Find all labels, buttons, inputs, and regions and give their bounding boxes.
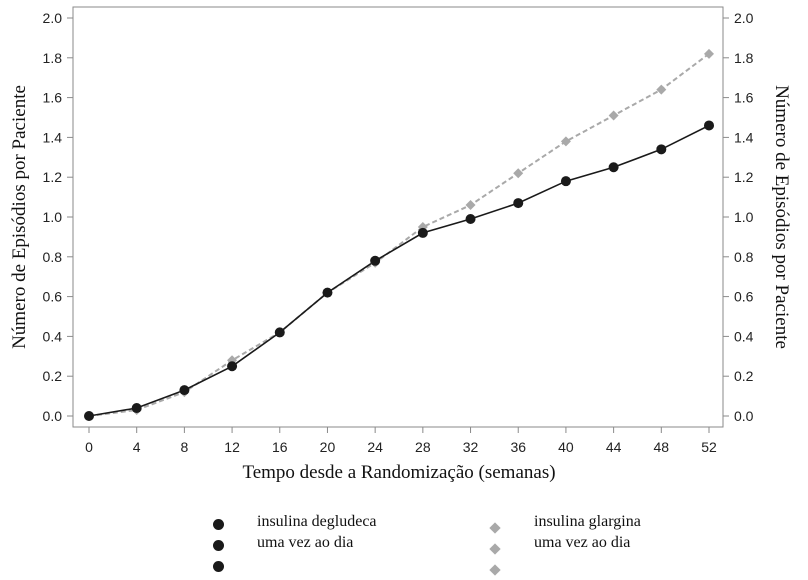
legend-label-degludeca-line2: uma vez ao dia <box>257 534 354 551</box>
x-tick-label: 28 <box>415 439 431 455</box>
x-tick-label: 0 <box>85 439 93 455</box>
data-point-degludeca <box>704 120 714 131</box>
x-tick-label: 4 <box>133 439 141 455</box>
y-tick-label-right: 1.8 <box>734 50 754 66</box>
y-tick-label-left: 1.0 <box>43 209 63 225</box>
y-tick-label-left: 1.6 <box>43 90 63 106</box>
data-point-degludeca <box>179 385 190 396</box>
data-point-glargina <box>465 200 476 211</box>
series-line-glargina <box>88 53 710 417</box>
y-tick-label-right: 0.8 <box>734 249 754 265</box>
y-tick-label-right: 0.4 <box>734 328 754 344</box>
y-tick-label-left: 0.0 <box>43 408 63 424</box>
data-point-glargina <box>656 84 667 95</box>
data-point-degludeca <box>84 411 94 421</box>
y-tick-label-left: 1.8 <box>43 50 63 66</box>
data-point-glargina <box>704 48 714 59</box>
data-point-degludeca <box>370 255 381 266</box>
y-tick-label-right: 1.4 <box>734 129 754 145</box>
y-tick-label-right: 1.6 <box>734 90 754 106</box>
x-tick-label: 32 <box>463 439 479 455</box>
data-point-degludeca <box>131 403 142 414</box>
data-point-glargina <box>608 110 619 121</box>
x-tick-label: 20 <box>320 439 336 455</box>
x-axis-title: Tempo desde a Randomização (semanas) <box>242 462 555 483</box>
data-point-degludeca <box>656 144 667 155</box>
x-tick-label: 52 <box>701 439 717 455</box>
y-tick-label-left: 0.2 <box>43 368 63 384</box>
x-tick-label: 8 <box>180 439 188 455</box>
legend-label-glargina-line2: uma vez ao dia <box>534 534 631 551</box>
y-tick-label-left: 1.2 <box>43 169 63 185</box>
x-tick-label: 48 <box>654 439 670 455</box>
series-line-degludeca <box>88 124 710 417</box>
y-tick-label-right: 1.0 <box>734 209 754 225</box>
data-point-glargina <box>513 168 524 179</box>
data-point-degludeca <box>227 361 238 372</box>
y-axis-title-left: Número de Episódios por Paciente <box>9 85 30 349</box>
y-tick-label-right: 0.0 <box>734 408 754 424</box>
y-tick-label-right: 0.6 <box>734 289 754 305</box>
y-tick-label-left: 0.4 <box>43 328 63 344</box>
x-tick-label: 16 <box>272 439 288 455</box>
legend-marker-diamonds <box>489 517 505 580</box>
x-tick-label: 40 <box>558 439 574 455</box>
data-point-degludeca <box>322 287 333 298</box>
data-point-degludeca <box>608 162 619 173</box>
y-axis-title-right: Número de Episódios por Paciente <box>771 85 792 349</box>
data-point-degludeca <box>465 213 476 224</box>
legend-label-glargina-line1: insulina glargina <box>534 513 641 530</box>
x-tick-label: 12 <box>224 439 240 455</box>
data-point-degludeca <box>560 176 571 187</box>
legend-label-degludeca-line1: insulina degludeca <box>257 513 377 530</box>
x-tick-label: 44 <box>606 439 622 455</box>
data-point-degludeca <box>274 327 285 338</box>
data-point-degludeca <box>513 198 524 209</box>
legend-marker-circles <box>213 515 227 578</box>
x-tick-label: 36 <box>510 439 526 455</box>
y-tick-label-right: 1.2 <box>734 169 754 185</box>
y-tick-label-left: 1.4 <box>43 129 63 145</box>
y-tick-label-left: 2.0 <box>43 10 63 26</box>
y-tick-label-left: 0.6 <box>43 289 63 305</box>
data-point-degludeca <box>417 227 428 238</box>
y-tick-label-left: 0.8 <box>43 249 63 265</box>
y-tick-label-right: 0.2 <box>734 368 754 384</box>
data-point-glargina <box>560 136 571 147</box>
y-tick-label-right: 2.0 <box>734 10 754 26</box>
x-tick-label: 24 <box>367 439 383 455</box>
plot-frame <box>72 6 724 428</box>
